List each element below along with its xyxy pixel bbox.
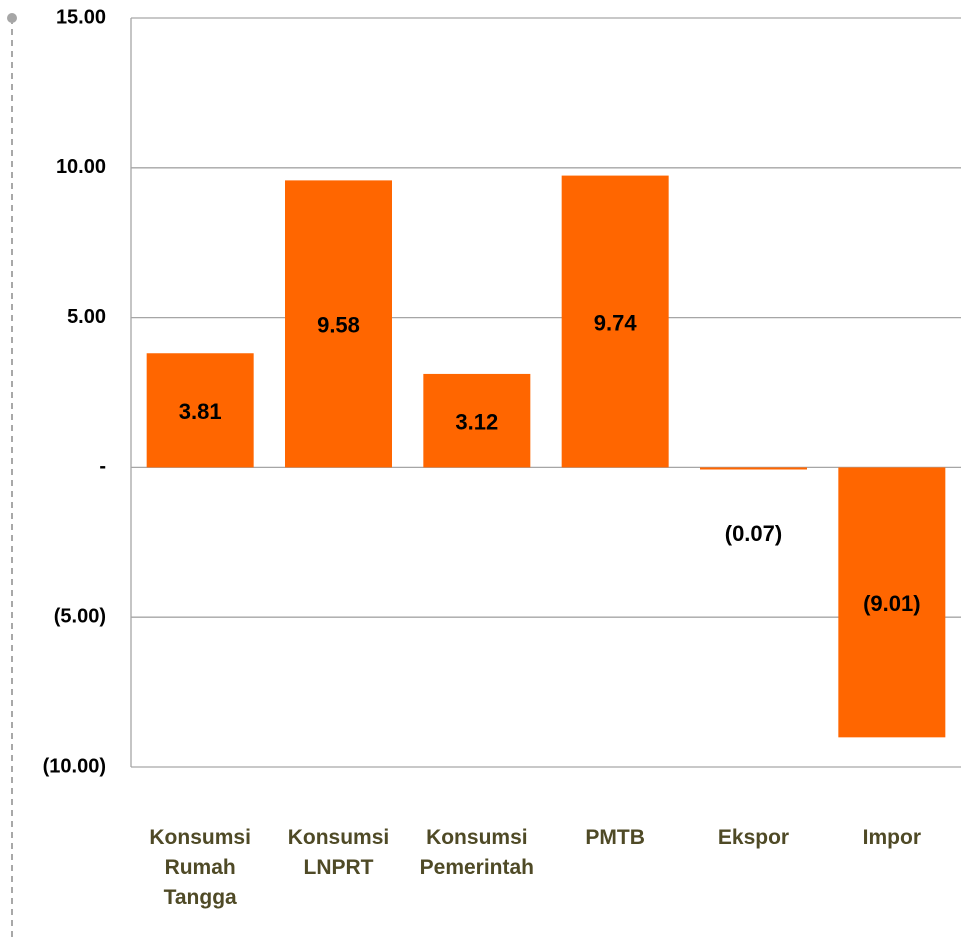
value-label: (9.01) (863, 591, 920, 616)
value-label: (0.07) (725, 521, 782, 546)
value-label: 9.74 (594, 310, 638, 335)
y-tick-label: 15.00 (56, 6, 106, 28)
value-label: 3.81 (179, 399, 222, 424)
x-tick-label: Konsumsi Pemerintah (419, 826, 535, 879)
value-label: 3.12 (455, 409, 498, 434)
x-tick-label: Konsumsi Rumah Tangga (149, 826, 251, 909)
bar (146, 353, 254, 468)
x-tick-label: PMTB (585, 826, 645, 849)
bar (285, 180, 392, 468)
x-tick-label: Ekspor (717, 826, 790, 849)
y-tick-label: 5.00 (67, 306, 106, 328)
y-tick-label: (10.00) (43, 755, 106, 777)
bar (561, 175, 669, 468)
value-label: 9.58 (317, 313, 360, 338)
y-tick-label: (5.00) (54, 605, 106, 627)
decor-dot (7, 13, 17, 23)
bar (838, 467, 946, 738)
y-tick-label: - (99, 456, 106, 478)
bar (423, 373, 531, 468)
bar (700, 467, 807, 470)
x-tick-label: Impor (862, 826, 921, 849)
x-tick-label: Konsumsi LNPRT (287, 826, 390, 879)
y-tick-label: 10.00 (56, 156, 106, 178)
